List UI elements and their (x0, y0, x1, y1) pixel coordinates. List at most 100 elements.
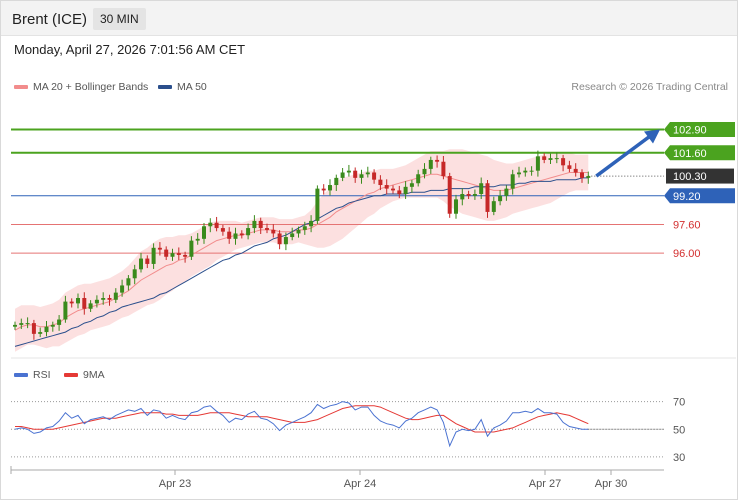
candle-body (126, 278, 131, 286)
candle-body (151, 247, 156, 264)
candle-body (548, 158, 553, 160)
candle-body (422, 168, 427, 175)
candle-body (340, 172, 345, 178)
support-label: 96.00 (673, 248, 701, 260)
projection-arrowhead-icon (644, 129, 660, 144)
candle-body (309, 220, 314, 227)
candle-body (384, 185, 389, 189)
candle-body (277, 233, 282, 245)
candle-body (31, 323, 36, 334)
candle-body (50, 324, 55, 327)
candle-body (214, 222, 219, 229)
candle-body (535, 156, 540, 171)
candle-body (586, 176, 591, 178)
candle-body (346, 170, 351, 173)
candle-body (296, 229, 301, 234)
projection-line (595, 134, 653, 178)
x-tick-label: Apr 30 (595, 478, 627, 490)
candle-body (38, 332, 43, 334)
support-label: 97.60 (673, 219, 701, 231)
candle-body (101, 298, 106, 300)
rsi-line (14, 401, 589, 448)
candle-body (359, 174, 364, 178)
candle-body (428, 159, 433, 169)
candle-body (107, 298, 112, 300)
candle-body (208, 222, 213, 227)
candle-body (13, 324, 17, 327)
candle-body (258, 220, 263, 229)
candle-body (202, 226, 206, 239)
candle-body (113, 292, 118, 300)
timeframe-button[interactable]: 30 MIN (93, 8, 146, 30)
candle-body (403, 186, 408, 194)
legend-9ma: 9MA (64, 369, 105, 381)
candle-body (334, 177, 339, 186)
candle-body (283, 237, 288, 245)
rsi-ma-swatch-icon (64, 373, 78, 378)
candle-body (176, 253, 181, 255)
rsi-tick-label: 70 (673, 397, 685, 409)
candle-body (164, 249, 169, 257)
candle-body (435, 159, 440, 162)
candle-body (220, 228, 225, 232)
ma50-line (14, 177, 589, 347)
legend-ma50: MA 50 (158, 81, 207, 93)
candle-body (523, 170, 528, 173)
legend-ma20: MA 20 + Bollinger Bands (14, 81, 148, 93)
ma20-swatch-icon (14, 85, 28, 90)
bollinger-bands (15, 149, 589, 352)
resistance-tag (664, 145, 735, 161)
level-tags: 102.90 101.60 100.30 99.20 97.60 96.00 (664, 121, 735, 260)
resistance-label: 101.60 (673, 148, 707, 160)
candle-body (139, 258, 143, 270)
candle-body (233, 233, 238, 239)
candle-body (315, 188, 320, 221)
resistance-tag (664, 121, 735, 137)
candle-body (82, 298, 87, 309)
candle-body (554, 158, 559, 160)
legend-9ma-label: 9MA (83, 369, 105, 381)
candle-body (120, 285, 125, 293)
candle-body (57, 319, 62, 325)
candle-body (397, 190, 402, 194)
legend-ma20-label: MA 20 + Bollinger Bands (33, 81, 149, 93)
candle-body (94, 299, 99, 304)
candle-body (365, 172, 370, 175)
ma50-swatch-icon (158, 85, 172, 90)
candle-body (391, 188, 395, 191)
level-lines (11, 128, 664, 254)
candle-body (189, 240, 194, 257)
candle-body (472, 194, 477, 196)
x-tick-label: Apr 27 (529, 478, 561, 490)
x-axis: Apr 23 Apr 24 Apr 27 Apr 30 (10, 466, 664, 490)
x-tick-label: Apr 24 (344, 478, 376, 490)
ma20-line (14, 172, 589, 331)
candle-body (88, 303, 93, 309)
candle-body (132, 269, 137, 279)
rsi-tick-label: 50 (673, 424, 685, 436)
candle-body (372, 172, 377, 180)
candle-body (252, 220, 257, 229)
candle-body (580, 172, 584, 178)
candle-body (510, 174, 515, 189)
candle-body (498, 195, 503, 202)
candle-body (504, 188, 509, 196)
candle-body (561, 158, 566, 166)
candle-body (302, 226, 307, 230)
pivot-label: 99.20 (673, 191, 701, 203)
candle-body (409, 183, 414, 187)
candle-body (44, 326, 49, 333)
candle-body (69, 301, 74, 304)
current-price-label: 100.30 (673, 171, 707, 183)
rsi-panel: 30 50 70 (11, 397, 685, 464)
rsi-tick-label: 30 (673, 452, 685, 464)
x-tick-label: Apr 23 (159, 478, 191, 490)
chart-header: Brent (ICE) 30 MIN (1, 1, 737, 36)
legend-ma50-label: MA 50 (177, 81, 207, 93)
candle-body (460, 194, 465, 200)
candle-body (441, 161, 446, 177)
candle-body (157, 247, 162, 250)
candle-body (321, 188, 326, 191)
current-price-tag (666, 168, 734, 184)
